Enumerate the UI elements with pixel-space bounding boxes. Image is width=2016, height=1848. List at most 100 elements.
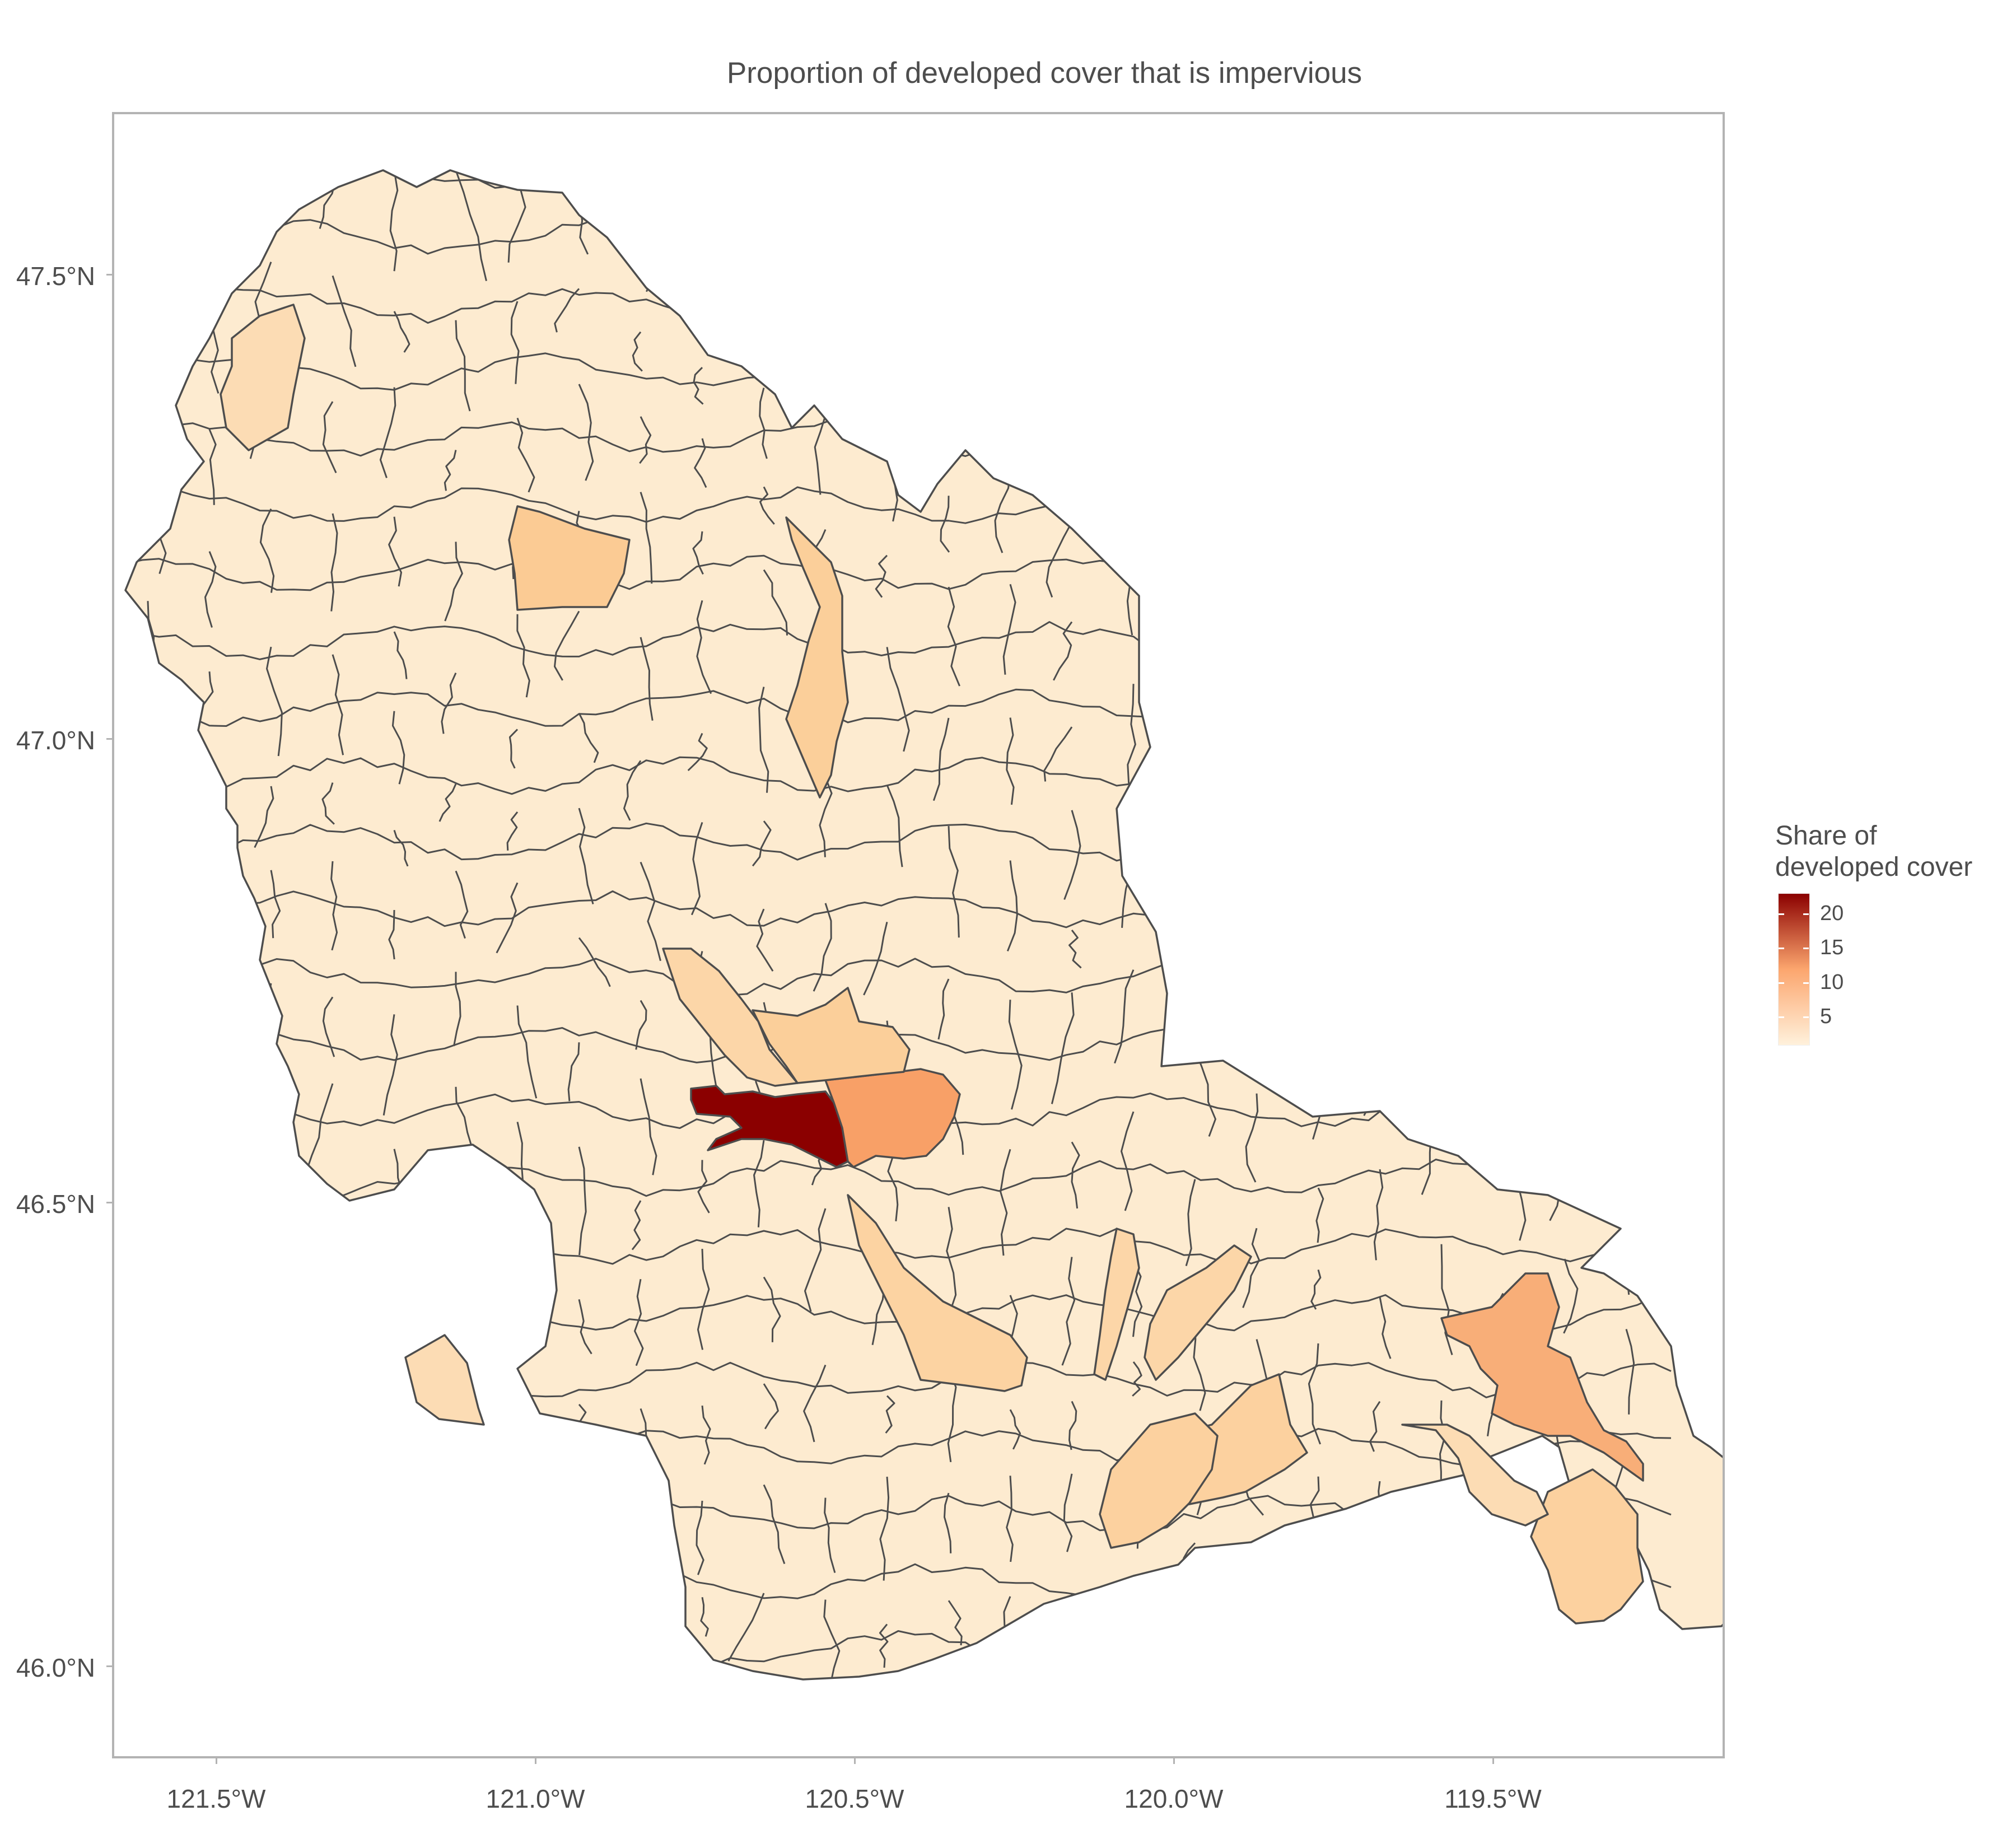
subbasin-mid-3 (752, 987, 911, 1084)
subbasin-boundary (640, 1078, 657, 1175)
subbasin-boundary (1306, 1702, 1321, 1756)
legend-title-line2: developed cover (1775, 852, 1973, 882)
subbasin-boundary (763, 569, 788, 636)
subbasin-boundary (946, 1207, 957, 1317)
legend-tick (1803, 982, 1809, 984)
subbasin-boundary (208, 1586, 238, 1662)
subbasin-mid-11 (1401, 1424, 1549, 1527)
subbasin-boundary (125, 1159, 1672, 1197)
subbasin-mid-2 (785, 516, 849, 799)
subbasin-boundary (249, 1487, 272, 1527)
y-tick-label: 47.5°N (16, 262, 95, 291)
subbasin-boundary (697, 1248, 710, 1350)
subbasin-boundary (1132, 1261, 1143, 1337)
subbasin-boundary (1187, 1621, 1201, 1679)
subbasin-boundary (393, 631, 408, 679)
subbasin-boundary (824, 1497, 836, 1573)
subbasin-boundary (1439, 1400, 1446, 1490)
subbasin-boundary (944, 1492, 952, 1553)
subbasin-boundary (700, 1597, 709, 1637)
subbasin-mid-13 (404, 1334, 485, 1426)
chart-title: Proportion of developed cover that is im… (726, 57, 1362, 90)
subbasin-boundary (1251, 170, 1259, 256)
legend-colorbar (1778, 893, 1810, 1046)
subbasin-boundary (1114, 969, 1135, 1064)
subbasin-boundary (1187, 457, 1200, 498)
subbasin-boundary (204, 551, 217, 628)
subbasin-boundary (938, 170, 951, 278)
subbasin-boundary (578, 1146, 587, 1256)
subbasin-boundary (994, 472, 1011, 553)
subbasin-boundary (1317, 899, 1339, 987)
subbasin-boundary (763, 1276, 781, 1342)
subbasin-mid-7 (1099, 1412, 1219, 1549)
subbasin-boundary (1432, 170, 1443, 223)
subbasin-boundary (1056, 1594, 1073, 1679)
subbasin-boundary (332, 275, 357, 367)
subbasin-boundary (937, 978, 950, 1040)
subbasin-high-1 (824, 1068, 961, 1168)
subbasin-boundary (1248, 1661, 1264, 1679)
subbasin-boundary (393, 311, 410, 353)
subbasin-boundary (326, 1430, 336, 1485)
subbasin-boundary (322, 996, 335, 1057)
subbasin-boundary (572, 1472, 580, 1562)
subbasin-boundary (1310, 788, 1326, 875)
subbasin-boundary (1127, 315, 1141, 356)
subbasin-boundary (756, 908, 774, 972)
subbasin-boundary (388, 909, 395, 960)
subbasin-boundary (1440, 820, 1450, 871)
y-tick (106, 1202, 112, 1203)
subbasin-boundary (393, 1450, 412, 1543)
subbasin-mid-12 (220, 304, 306, 451)
subbasin-boundary (508, 729, 519, 769)
y-tick (106, 1665, 112, 1667)
subbasin-boundary (1376, 1629, 1384, 1674)
subbasin-boundary (1553, 654, 1570, 720)
subbasin-boundary (875, 554, 888, 598)
subbasin-boundary (1308, 1343, 1322, 1445)
subbasin-boundary (554, 288, 580, 333)
subbasin-boundary (1256, 846, 1265, 948)
subbasin-boundary (759, 486, 775, 525)
subbasin-boundary (204, 1320, 213, 1361)
subbasin-boundary (632, 170, 647, 235)
subbasin-boundary (693, 1663, 726, 1679)
subbasin-boundary (453, 972, 461, 1047)
subbasin-boundary (1194, 256, 1203, 302)
subbasin-boundary (324, 1201, 334, 1306)
subbasin-boundary (1376, 251, 1388, 321)
subbasin-boundary (948, 1674, 973, 1679)
subbasin-boundary (1315, 1187, 1324, 1243)
subbasin-boundary (455, 1188, 473, 1258)
subbasin-boundary (1379, 1562, 1399, 1607)
subbasin-boundary (1625, 734, 1632, 842)
subbasin-boundary (138, 814, 150, 909)
subbasin-boundary (879, 1476, 890, 1581)
subbasin-boundary (1363, 1053, 1381, 1116)
subbasin-boundary (1425, 1519, 1443, 1603)
subbasin-boundary (699, 258, 711, 326)
subbasin-boundary (1617, 1663, 1633, 1679)
subbasin-boundary (1190, 539, 1200, 641)
subbasin-boundary (1063, 810, 1081, 900)
subbasin-boundary (332, 1527, 342, 1586)
subbasin-boundary (1249, 361, 1262, 464)
subbasin-boundary (140, 1613, 152, 1679)
subbasin-boundary (206, 1102, 218, 1209)
subbasin-boundary (1564, 425, 1585, 525)
subbasin-boundary (1244, 1546, 1258, 1628)
subbasin-boundary (554, 610, 580, 681)
subbasin-boundary (1061, 1257, 1076, 1366)
subbasin-boundary (886, 785, 903, 867)
y-tick-label: 46.5°N (16, 1189, 95, 1219)
subbasin-boundary (1310, 1269, 1322, 1310)
subbasin-boundary (804, 1208, 827, 1312)
subbasin-mid-5 (847, 1194, 1028, 1392)
subbasin-boundary (1070, 170, 1082, 279)
subbasin-boundary (205, 763, 213, 851)
subbasin-boundary (763, 1484, 786, 1565)
x-tick (216, 1758, 217, 1764)
subbasin-boundary (332, 654, 344, 755)
subbasin-boundary (932, 717, 950, 801)
